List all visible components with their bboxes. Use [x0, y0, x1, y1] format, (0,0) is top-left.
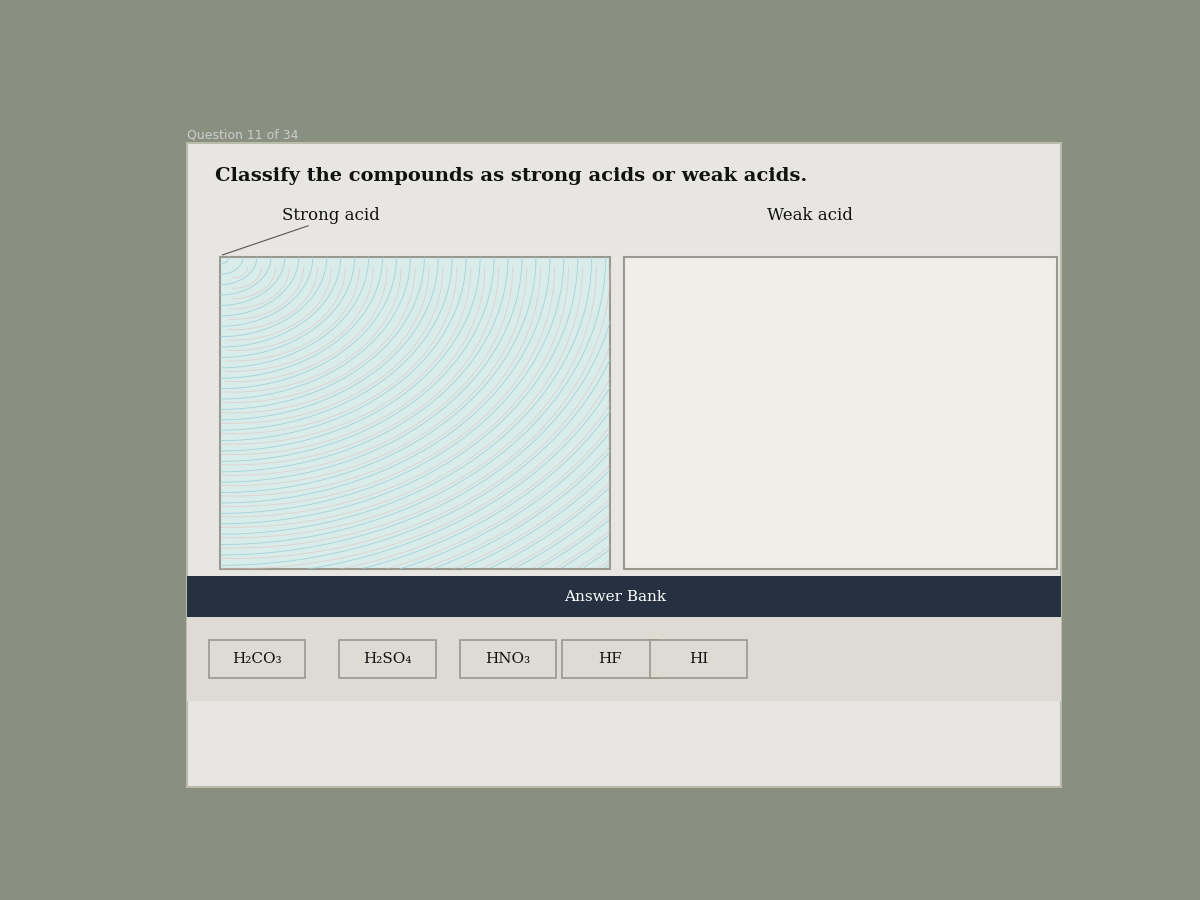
- Text: Classify the compounds as strong acids or weak acids.: Classify the compounds as strong acids o…: [215, 166, 808, 184]
- Bar: [187, 610, 1061, 700]
- Bar: [338, 640, 436, 678]
- Text: H₂SO₄: H₂SO₄: [362, 652, 412, 666]
- Bar: [562, 640, 659, 678]
- Text: HI: HI: [689, 652, 708, 666]
- Text: Answer Bank: Answer Bank: [564, 590, 666, 604]
- Text: HF: HF: [599, 652, 623, 666]
- Bar: [460, 640, 557, 678]
- Bar: [624, 257, 1057, 569]
- Text: Question 11 of 34: Question 11 of 34: [187, 129, 299, 142]
- Text: H₂CO₃: H₂CO₃: [232, 652, 282, 666]
- Text: Weak acid: Weak acid: [767, 207, 853, 224]
- Text: HNO₃: HNO₃: [486, 652, 530, 666]
- Bar: [187, 576, 1061, 617]
- Bar: [650, 640, 748, 678]
- Bar: [209, 640, 305, 678]
- Bar: [220, 257, 611, 569]
- Text: Strong acid: Strong acid: [282, 207, 380, 224]
